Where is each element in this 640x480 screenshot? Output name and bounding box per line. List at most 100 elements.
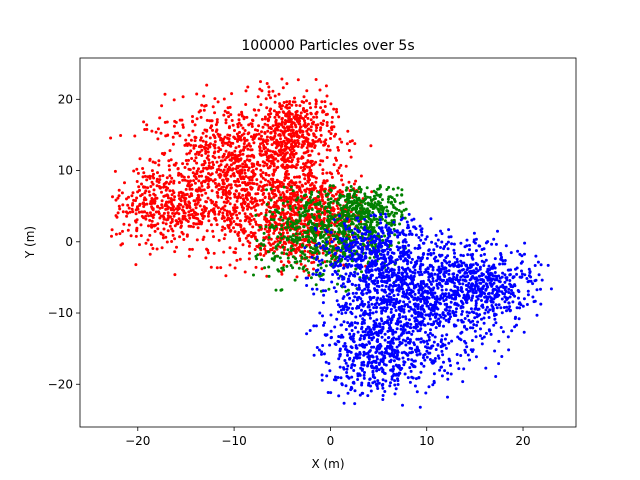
scatter-point bbox=[354, 315, 358, 319]
scatter-point bbox=[272, 157, 276, 161]
scatter-point bbox=[267, 173, 271, 177]
scatter-point bbox=[240, 133, 244, 137]
scatter-point bbox=[233, 203, 237, 207]
scatter-point bbox=[144, 214, 148, 218]
scatter-point bbox=[381, 239, 385, 242]
scatter-point bbox=[305, 268, 308, 272]
scatter-point bbox=[202, 108, 206, 112]
scatter-point bbox=[314, 249, 318, 253]
scatter-point bbox=[168, 174, 172, 178]
scatter-point bbox=[307, 238, 311, 242]
scatter-point bbox=[282, 125, 286, 129]
scatter-point bbox=[308, 215, 312, 219]
scatter-point bbox=[252, 134, 256, 138]
scatter-point bbox=[334, 132, 338, 136]
scatter-point bbox=[431, 277, 435, 280]
scatter-point bbox=[352, 195, 356, 199]
scatter-point bbox=[459, 354, 463, 357]
scatter-point bbox=[279, 196, 283, 200]
scatter-point bbox=[184, 197, 188, 200]
scatter-point bbox=[145, 123, 149, 127]
scatter-point bbox=[279, 140, 283, 144]
scatter-point bbox=[163, 92, 167, 96]
scatter-point bbox=[336, 272, 339, 276]
scatter-point bbox=[145, 127, 149, 131]
scatter-point bbox=[163, 151, 167, 155]
scatter-point bbox=[274, 246, 278, 250]
scatter-point bbox=[298, 180, 302, 184]
scatter-point bbox=[375, 203, 379, 206]
scatter-point bbox=[342, 194, 346, 198]
scatter-point bbox=[313, 234, 317, 238]
scatter-point bbox=[385, 320, 388, 324]
scatter-point bbox=[320, 258, 324, 262]
scatter-point bbox=[259, 242, 263, 246]
scatter-point bbox=[258, 146, 262, 150]
scatter-point bbox=[283, 196, 287, 200]
scatter-point bbox=[168, 189, 172, 193]
scatter-point bbox=[245, 115, 249, 119]
scatter-point bbox=[273, 152, 277, 156]
scatter-point bbox=[192, 146, 196, 150]
scatter-point bbox=[333, 220, 337, 224]
scatter-point bbox=[237, 113, 241, 117]
scatter-point bbox=[167, 159, 171, 163]
scatter-point bbox=[373, 201, 377, 205]
scatter-point bbox=[161, 174, 165, 178]
scatter-point bbox=[257, 228, 261, 232]
scatter-point bbox=[319, 106, 323, 110]
scatter-point bbox=[114, 198, 118, 202]
scatter-point bbox=[286, 200, 290, 204]
scatter-point bbox=[212, 163, 215, 167]
scatter-point bbox=[276, 154, 280, 157]
scatter-point bbox=[264, 178, 267, 182]
scatter-point bbox=[454, 295, 458, 299]
scatter-point bbox=[336, 201, 340, 205]
scatter-point bbox=[243, 171, 247, 175]
scatter-point bbox=[379, 193, 383, 197]
scatter-point bbox=[265, 202, 269, 206]
scatter-point bbox=[420, 313, 424, 317]
scatter-point bbox=[336, 169, 339, 173]
scatter-point bbox=[199, 136, 203, 140]
scatter-point bbox=[315, 126, 319, 130]
scatter-point bbox=[361, 200, 364, 204]
scatter-point bbox=[212, 251, 216, 255]
scatter-point bbox=[414, 297, 418, 301]
scatter-point bbox=[290, 191, 294, 195]
scatter-point bbox=[208, 136, 212, 140]
scatter-point bbox=[335, 299, 339, 303]
scatter-point bbox=[317, 348, 321, 352]
scatter-point bbox=[482, 321, 486, 325]
scatter-point bbox=[260, 117, 264, 121]
scatter-point bbox=[410, 358, 414, 362]
scatter-point bbox=[427, 249, 431, 252]
scatter-point bbox=[428, 280, 432, 284]
scatter-point bbox=[466, 253, 470, 257]
scatter-point bbox=[272, 129, 276, 133]
scatter-point bbox=[302, 124, 306, 127]
scatter-point bbox=[187, 200, 191, 204]
scatter-point bbox=[156, 222, 160, 226]
scatter-point bbox=[447, 341, 451, 345]
scatter-point bbox=[275, 210, 279, 214]
scatter-point bbox=[279, 107, 283, 111]
scatter-point bbox=[367, 303, 371, 307]
scatter-point bbox=[436, 286, 440, 290]
scatter-point bbox=[250, 122, 254, 126]
scatter-point bbox=[267, 93, 271, 97]
scatter-point bbox=[244, 103, 248, 106]
scatter-point bbox=[236, 166, 240, 170]
scatter-point bbox=[170, 176, 174, 180]
scatter-point bbox=[331, 245, 335, 249]
scatter-point bbox=[289, 220, 293, 224]
scatter-point bbox=[503, 273, 507, 277]
scatter-point bbox=[222, 188, 226, 192]
scatter-point bbox=[263, 266, 267, 270]
scatter-point bbox=[358, 314, 362, 318]
scatter-point bbox=[227, 226, 231, 230]
scatter-point bbox=[383, 234, 387, 238]
scatter-point bbox=[299, 198, 303, 202]
scatter-point bbox=[301, 267, 305, 271]
scatter-point bbox=[228, 158, 232, 162]
